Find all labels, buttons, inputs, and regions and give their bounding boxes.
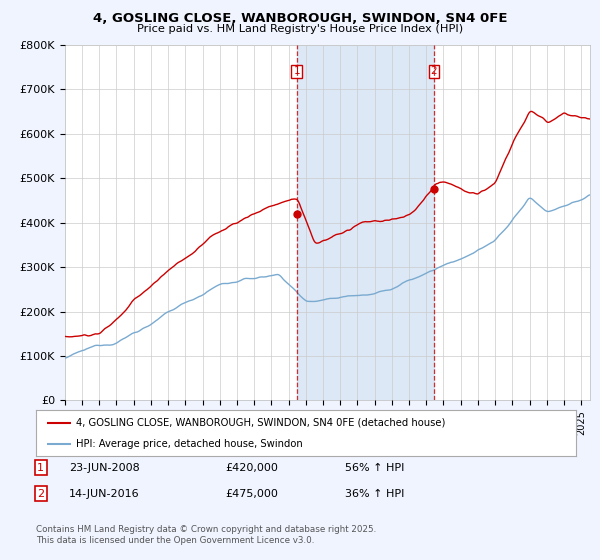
Text: 4, GOSLING CLOSE, WANBOROUGH, SWINDON, SN4 0FE (detached house): 4, GOSLING CLOSE, WANBOROUGH, SWINDON, S… [77,418,446,428]
Text: 4, GOSLING CLOSE, WANBOROUGH, SWINDON, SN4 0FE: 4, GOSLING CLOSE, WANBOROUGH, SWINDON, S… [93,12,507,25]
Text: Contains HM Land Registry data © Crown copyright and database right 2025.
This d: Contains HM Land Registry data © Crown c… [36,525,376,545]
Text: 1: 1 [293,67,300,77]
Text: 2: 2 [431,67,437,77]
Bar [296,45,434,400]
Text: 1: 1 [37,463,44,473]
Text: 23-JUN-2008: 23-JUN-2008 [69,463,140,473]
Text: HPI: Average price, detached house, Swindon: HPI: Average price, detached house, Swin… [77,439,303,449]
Text: 36% ↑ HPI: 36% ↑ HPI [345,489,404,499]
Text: 14-JUN-2016: 14-JUN-2016 [69,489,140,499]
Text: 2: 2 [37,489,44,499]
Text: £475,000: £475,000 [225,489,278,499]
Text: Price paid vs. HM Land Registry's House Price Index (HPI): Price paid vs. HM Land Registry's House … [137,24,463,34]
Text: £420,000: £420,000 [225,463,278,473]
Text: 56% ↑ HPI: 56% ↑ HPI [345,463,404,473]
